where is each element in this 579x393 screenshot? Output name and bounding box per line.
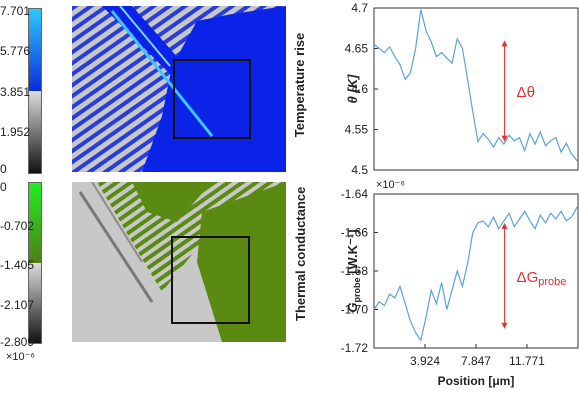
- colorbar-top: [28, 8, 42, 174]
- series-line: [373, 9, 579, 163]
- series-line: [373, 205, 579, 342]
- x-tick-label: 3.924: [410, 354, 440, 368]
- colorbar-top-tick: 7.701: [0, 4, 31, 18]
- colorbar-bottom-tick: -2.809: [0, 335, 35, 349]
- y-tick-label: -1.68: [341, 264, 369, 278]
- y-tick-label: -1.66: [341, 226, 369, 240]
- y-axis-label: θ [K]: [345, 74, 360, 104]
- y-tick-label: -1.72: [341, 341, 369, 355]
- conductance-map: [72, 182, 286, 342]
- colorbar-bottom: [28, 182, 42, 344]
- y-axis-label: Gprobe [W.K⁻¹]: [345, 229, 362, 312]
- colorbar-scale-note: ×10⁻⁶: [6, 351, 35, 363]
- region-box: [173, 59, 251, 139]
- region-box: [171, 236, 250, 324]
- plot-frame: [373, 7, 579, 171]
- x-axis-label: Position [μm]: [438, 374, 515, 388]
- colorbar-top-tick: 0: [0, 162, 7, 176]
- scale-note: ×10⁻⁶: [376, 179, 405, 191]
- x-tick-label: 7.847: [461, 354, 491, 368]
- colorbar-bottom-tick: -0.702: [0, 219, 35, 233]
- colorbar-bottom-tick: 0: [0, 180, 7, 194]
- arrow-head: [501, 40, 508, 47]
- annotation-label: Δθ: [517, 84, 535, 101]
- y-tick-label: 4.7: [351, 1, 368, 15]
- y-tick-label: -1.64: [341, 187, 369, 201]
- colorbar-bottom-tick: -2.107: [0, 298, 35, 312]
- colorbar-top-tick: 3.851: [0, 85, 31, 99]
- arrow-head: [501, 135, 508, 142]
- arrow-head: [501, 322, 508, 329]
- y-tick-label: 4.5: [351, 163, 368, 177]
- x-tick-label: 11.771: [509, 354, 545, 368]
- annotation-label: ΔGprobe: [517, 269, 567, 288]
- colorbar-bottom-tick: -1.405: [0, 258, 35, 272]
- y-tick-label: 4.65: [345, 42, 369, 56]
- y-tick-label: 4.6: [351, 82, 368, 96]
- colorbar-top-tick: 1.952: [0, 125, 31, 139]
- y-tick-label: -1.70: [341, 303, 369, 317]
- temperature-map: [72, 6, 286, 172]
- colorbar-top-tick: 5.776: [0, 44, 31, 58]
- y-tick-label: 4.55: [345, 123, 369, 137]
- arrow-head: [501, 222, 508, 229]
- plot-frame: [373, 193, 579, 349]
